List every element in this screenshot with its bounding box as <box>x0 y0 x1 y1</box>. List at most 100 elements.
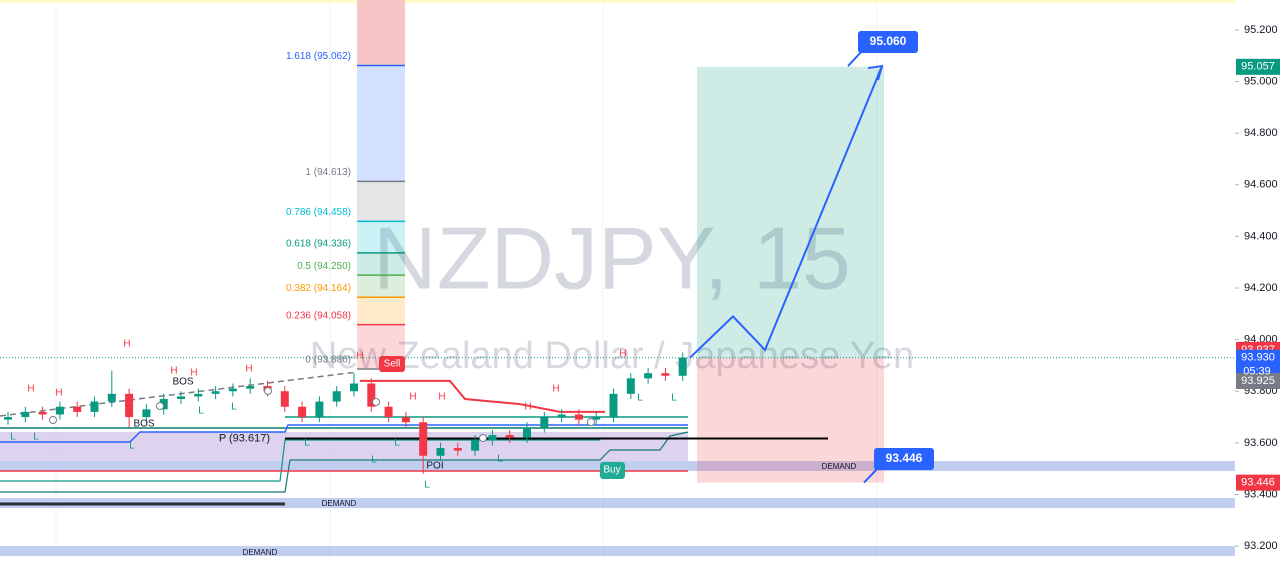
trail-line <box>360 379 605 413</box>
fib-zone <box>357 297 405 325</box>
candle-body <box>574 414 583 420</box>
y-tick-label: 94.200 <box>1244 282 1278 294</box>
fib-label: 0.5 (94.250) <box>297 261 351 272</box>
candle-body <box>367 383 376 407</box>
candle-body <box>592 417 601 420</box>
annotation: DEMAND <box>322 499 357 508</box>
fib-label: 0 (93.886) <box>305 355 351 366</box>
fib-zone <box>357 181 405 222</box>
candle-body <box>488 435 497 441</box>
candle-body <box>21 411 30 418</box>
watermark-symbol: NZDJPY, 15 <box>373 208 851 307</box>
zone <box>0 432 688 461</box>
candle-body <box>177 396 185 399</box>
swing-label: H <box>123 339 130 350</box>
candle-body <box>298 406 307 418</box>
pivot-label: P (93.617) <box>219 432 270 444</box>
buy-tag <box>600 462 625 479</box>
swing-label: H <box>524 402 531 413</box>
y-tick-label: 93.400 <box>1244 488 1278 500</box>
candle-body <box>419 422 428 456</box>
target-box <box>697 66 884 358</box>
swing-label: H <box>27 384 34 395</box>
candle-body <box>142 409 151 418</box>
candle-body <box>609 393 618 418</box>
candle-body <box>280 391 289 407</box>
candle-body <box>228 388 237 392</box>
swing-label: L <box>304 438 310 449</box>
price-tag-label: 93.925 <box>1241 375 1275 387</box>
y-tick-label: 93.600 <box>1244 437 1278 449</box>
y-tick-label: 95.000 <box>1244 75 1278 87</box>
target-box <box>874 448 934 470</box>
candle-body <box>73 406 82 412</box>
stop-box <box>697 357 884 483</box>
target-box <box>858 31 918 53</box>
projection-line <box>689 65 883 359</box>
annotation: POI <box>426 461 443 472</box>
watermark-description: New Zealand Dollar / Japanese Yen <box>310 335 914 377</box>
countdown: 05:39 <box>1243 366 1271 378</box>
y-tick-label: 94.600 <box>1244 179 1278 191</box>
marker <box>49 416 57 424</box>
fib-label: 0.236 (94.058) <box>286 310 351 321</box>
fib-label: 0.618 (94.336) <box>286 239 351 250</box>
candle-body <box>540 417 549 428</box>
swing-label: L <box>637 393 643 404</box>
fib-zone <box>357 275 405 298</box>
candle-body <box>644 373 653 379</box>
fib-label: 1 (94.613) <box>305 167 351 178</box>
y-tick-label: 94.400 <box>1244 230 1278 242</box>
swing-label: L <box>371 455 377 466</box>
swing-label: H <box>170 366 177 377</box>
swing-label: L <box>497 454 503 465</box>
swing-label: H <box>438 392 445 403</box>
annotation: BOS <box>172 377 193 388</box>
fib-zone <box>357 65 405 182</box>
candle-body <box>626 378 635 394</box>
swing-label: H <box>409 392 416 403</box>
candle-body <box>350 383 358 392</box>
candle-body <box>678 357 687 376</box>
candle-body <box>523 427 531 438</box>
candle-body <box>401 417 410 423</box>
top-band <box>0 0 1235 3</box>
annotation: DEMAND <box>822 462 857 471</box>
y-tick-label: 94.800 <box>1244 127 1278 139</box>
candle-body <box>384 406 393 418</box>
annotation: BOS <box>133 419 154 430</box>
swing-label: H <box>55 388 62 399</box>
price-tag <box>1236 372 1280 389</box>
level-step <box>0 424 688 443</box>
price-tag-label: 95.057 <box>1241 61 1275 73</box>
swing-label: L <box>231 402 237 413</box>
swing-label: L <box>129 441 135 452</box>
y-tick-label: 95.200 <box>1244 24 1278 36</box>
swing-label: L <box>394 438 400 449</box>
candle-body <box>159 398 168 410</box>
annotation: Buy <box>603 465 620 476</box>
swing-label: H <box>552 384 559 395</box>
fib-label: 1.618 (95.062) <box>286 51 351 62</box>
swing-label: H <box>619 349 626 360</box>
level-step <box>0 439 600 482</box>
target-label: 95.060 <box>870 34 907 48</box>
candle-body <box>505 435 514 438</box>
demand-zone <box>0 546 1235 556</box>
y-tick-label: 93.200 <box>1244 540 1278 552</box>
candle-body <box>246 386 255 389</box>
candle-body <box>453 448 462 451</box>
candle-body <box>661 373 670 376</box>
swing-label: L <box>33 432 39 443</box>
arrow-head <box>867 64 884 81</box>
candle-body <box>107 393 116 402</box>
candle-body <box>4 417 12 420</box>
fib-zone <box>357 221 405 253</box>
swing-label: L <box>424 480 430 491</box>
marker <box>479 434 487 442</box>
fib-label: 0.382 (94.164) <box>286 283 351 294</box>
marker <box>372 398 380 406</box>
price-tag <box>1236 58 1280 75</box>
